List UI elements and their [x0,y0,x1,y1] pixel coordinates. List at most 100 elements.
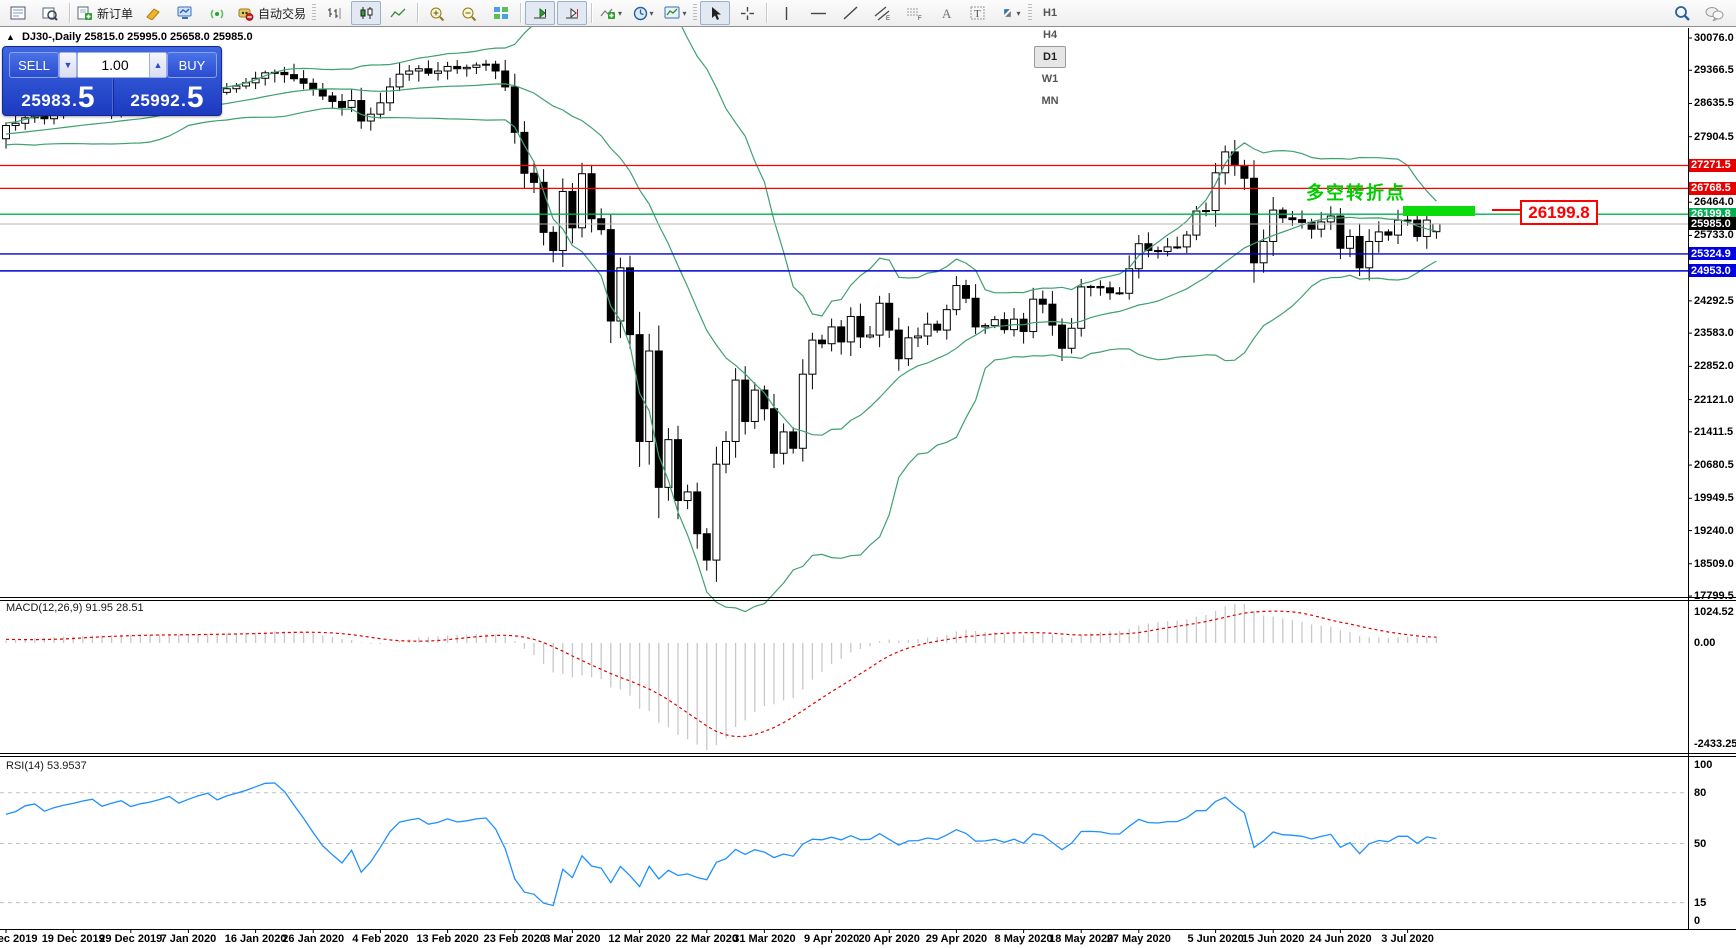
cursor-icon [711,6,721,20]
volume-input[interactable] [77,52,153,78]
equidistant-channel-button[interactable]: E [867,1,897,25]
candle-body [1202,210,1210,213]
candle-body [645,350,654,442]
bollinger-upper-band[interactable] [5,0,1437,317]
candle-body [472,64,481,68]
tile-windows-button[interactable] [486,1,516,25]
crosshair-button[interactable] [732,1,762,25]
candle-body [933,323,942,331]
zoom-out-button[interactable] [454,1,484,25]
bollinger-lower-band[interactable] [5,107,1437,613]
market-button[interactable] [170,1,200,25]
rsi-axis-label: 15 [1694,897,1707,909]
text-label-button[interactable]: T [963,1,993,25]
candle-body [1163,246,1172,252]
toolbar-separator [766,3,768,23]
candle-body [894,329,903,360]
sell-price[interactable]: 25983 . 5 [5,79,111,114]
candle-body [952,285,961,311]
trendline-button[interactable] [835,1,865,25]
candle-body [1067,327,1076,349]
chart-title: ▲ DJ30-,Daily 25815.0 25995.0 25658.0 25… [6,31,253,43]
candle-body [1048,303,1057,326]
cursor-button[interactable] [700,1,731,25]
timeframe-d1[interactable]: D1 [1034,46,1067,68]
candle-body [779,431,788,454]
new-chart-button[interactable] [3,1,33,25]
timeframe-group: M1M5M15M30H1H4D1W1MN [1034,0,1067,112]
horizontal-line-button[interactable] [803,1,833,25]
fibonacci-button[interactable]: F [899,1,929,25]
time-axis-label: 19 Dec 2019 [41,933,105,945]
timeframe-w1[interactable]: W1 [1041,73,1059,85]
candle-body [827,326,836,345]
templates-dropdown[interactable]: ▾ [660,1,690,25]
bollinger-middle-band[interactable] [5,83,1437,436]
price-tag-27271.5: 27271.5 [1689,158,1736,172]
candle-body [424,68,433,74]
buy-price-pip: 5 [186,81,204,114]
text-label-icon: T [970,6,985,20]
chevron-down-icon: ▾ [649,8,654,18]
candle-body [376,102,385,115]
sell-button[interactable]: SELL [9,52,59,78]
candle-body [539,181,548,233]
buy-button[interactable]: BUY [167,52,217,78]
auto-scroll-button[interactable] [525,1,556,25]
price-callout-box[interactable]: 26199.8 [1520,200,1598,225]
chart-shift-button[interactable] [557,1,588,25]
candle-body [856,315,865,338]
autotrading-button[interactable]: 自动交易 [234,1,309,25]
toolbar-separator [417,3,419,23]
zoom-in-button[interactable] [422,1,452,25]
candlestick-chart-button[interactable] [351,1,382,25]
collapse-panel-icon[interactable]: ▲ [6,32,15,42]
highlight-rectangle[interactable] [1403,206,1475,216]
bar-chart-button[interactable] [319,1,349,25]
line-chart-button[interactable] [383,1,413,25]
text-button[interactable]: A [931,1,961,25]
metaeditor-icon [146,7,160,20]
metaeditor-button[interactable] [138,1,168,25]
rsi-axis-label: 80 [1694,787,1707,799]
candle-body [578,173,586,229]
volume-increase-button[interactable]: ▲ [149,52,167,78]
candle-body [616,267,625,322]
timeframe-h4[interactable]: H4 [1043,29,1058,41]
chat-button[interactable] [1699,1,1729,25]
buy-price[interactable]: 25992 . 5 [113,79,220,114]
vertical-line-button[interactable] [771,1,801,25]
indicators-button[interactable]: ▾ [596,1,626,25]
candle-body [1154,250,1162,253]
arrows-icon [1003,9,1011,17]
candle-body [1211,172,1220,212]
candle-body [501,70,510,88]
search-button[interactable] [1667,1,1697,25]
candle-body [222,88,231,93]
line-chart-icon [390,8,406,18]
arrows-dropdown[interactable]: ▾ [995,1,1025,25]
volume-decrease-button[interactable]: ▼ [59,52,77,78]
time-axis-label: 26 Jan 2020 [282,933,345,945]
candle-body [1115,292,1124,295]
candle-body [971,297,980,328]
signals-button[interactable] [202,1,232,25]
candle-body [885,302,894,331]
timeframe-h1[interactable]: H1 [1043,7,1058,19]
candle-body [1096,285,1105,289]
clock-icon [633,6,647,20]
candle-body [1336,215,1345,249]
candle-body [1413,219,1422,237]
rsi-axis-label: 50 [1694,838,1707,850]
chart-annotation-text[interactable]: 多空转折点 [1306,183,1406,203]
profiles-button[interactable] [35,1,65,25]
toolbar-separator [69,3,70,23]
periods-dropdown[interactable]: ▾ [628,1,658,25]
candle-body [731,379,740,442]
new-order-button[interactable]: 新订单 [74,1,136,25]
candle-body [453,65,462,70]
candle-body [1182,234,1191,248]
timeframe-mn[interactable]: MN [1041,95,1059,107]
price-tag-26199.8: 26199.8 [1689,207,1736,221]
